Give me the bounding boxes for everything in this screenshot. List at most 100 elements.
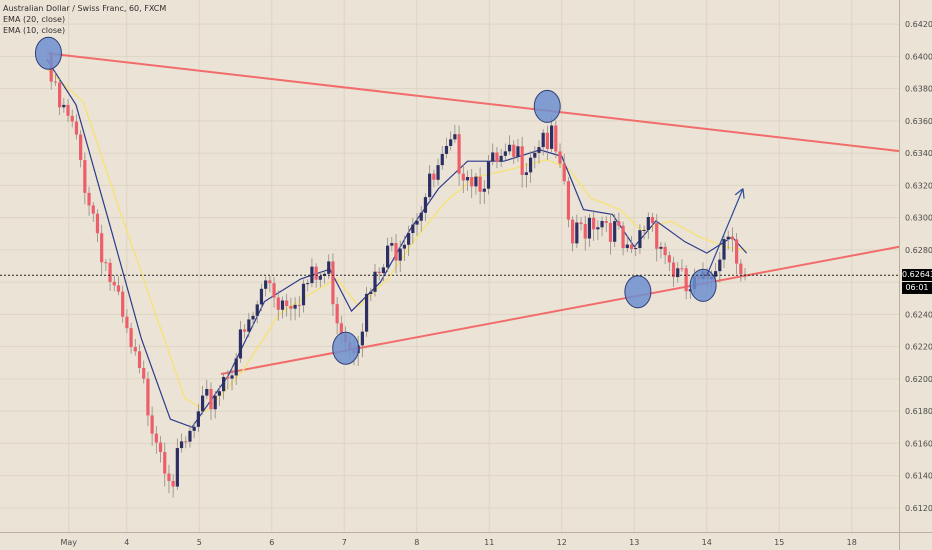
candle-down — [655, 214, 659, 262]
candle-body — [390, 243, 394, 246]
candle-body — [419, 212, 423, 221]
candle-body — [297, 304, 301, 306]
candle-down — [167, 464, 171, 494]
candle-body — [196, 411, 200, 427]
candle-body — [394, 243, 398, 261]
candle-body — [583, 224, 587, 239]
candle-body — [285, 300, 289, 307]
candle-body — [360, 331, 364, 346]
time-axis[interactable] — [0, 532, 932, 550]
candle-up — [264, 276, 268, 297]
candle-up — [196, 404, 200, 433]
candle-down — [735, 233, 739, 275]
symbol-legend[interactable]: Australian Dollar / Swiss Franc, 60, FXC… — [3, 4, 167, 13]
candle-body — [680, 268, 684, 270]
candle-body — [251, 315, 255, 320]
candle-down — [91, 201, 95, 222]
candle-down — [276, 290, 280, 321]
candle-up — [62, 98, 66, 113]
candle-body — [562, 163, 566, 182]
candle-down — [457, 125, 461, 186]
candle-up — [301, 279, 306, 313]
candle-body — [428, 173, 432, 198]
circle-marker — [34, 36, 62, 70]
candle-body — [188, 430, 192, 442]
candle-up — [634, 243, 638, 257]
price-axis[interactable] — [900, 0, 932, 532]
candle-body — [167, 473, 171, 481]
time-tick-label: 15 — [774, 538, 784, 547]
time-tick-label: 13 — [629, 538, 639, 547]
candle-body — [243, 329, 247, 332]
candle-down — [571, 216, 575, 252]
candle-body — [453, 134, 457, 140]
candle-body — [726, 236, 730, 240]
candle-body — [503, 151, 507, 156]
candle-body — [222, 376, 226, 392]
candle-down — [70, 109, 74, 128]
candle-body — [121, 291, 125, 317]
candle-down — [125, 309, 129, 334]
candle-up — [613, 214, 617, 248]
candle-up — [528, 151, 533, 183]
time-tick-label: 11 — [484, 538, 494, 547]
projection-arrow-head — [742, 188, 745, 199]
candle-body — [179, 441, 184, 449]
candle-body — [205, 388, 209, 396]
candle-down — [289, 297, 293, 321]
candle-body — [411, 224, 415, 234]
candle-down — [684, 264, 688, 300]
candle-down — [432, 169, 436, 188]
countdown-label: 06:01 — [902, 282, 932, 295]
candle-body — [402, 244, 407, 249]
circle-marker — [533, 89, 561, 123]
candle-body — [377, 271, 381, 274]
candle-body — [436, 165, 440, 180]
candle-body — [474, 176, 478, 187]
candle-up — [491, 143, 495, 166]
candle-down — [566, 177, 571, 228]
candle-body — [272, 283, 276, 298]
candle-up — [676, 261, 680, 283]
ema20-legend[interactable]: EMA (20, close) — [3, 15, 66, 24]
candle-up — [415, 213, 419, 236]
candle-body — [74, 121, 79, 135]
candle-up — [507, 135, 512, 155]
candle-body — [184, 441, 188, 443]
candle-body — [175, 448, 179, 487]
candle-down — [650, 212, 655, 232]
candle-body — [592, 217, 596, 230]
candle-up — [600, 216, 604, 237]
candle-body — [87, 192, 91, 206]
candle-body — [407, 233, 411, 245]
candle-body — [264, 280, 268, 289]
candle-up — [587, 214, 592, 247]
candle-down — [158, 436, 163, 463]
candle-up — [369, 287, 373, 302]
time-tick-label: 14 — [702, 538, 712, 547]
candle-up — [453, 125, 457, 143]
candle-down — [604, 216, 608, 233]
projection-arrow-head — [734, 188, 744, 196]
candle-down — [133, 338, 137, 356]
candle-up — [310, 258, 314, 288]
candle-body — [655, 223, 659, 249]
candle-up — [638, 224, 642, 254]
candle-down — [58, 78, 62, 116]
ema10-legend[interactable]: EMA (10, close) — [3, 26, 66, 35]
candle-down — [579, 217, 583, 231]
candle-body — [293, 304, 297, 309]
candle-up — [373, 263, 377, 297]
candle-up — [238, 321, 243, 363]
candle-body — [423, 197, 428, 213]
candle-down — [331, 253, 335, 316]
candle-body — [100, 233, 104, 263]
candle-down — [116, 276, 121, 296]
candle-up — [407, 225, 411, 256]
candle-body — [158, 442, 163, 453]
candle-body — [638, 230, 642, 249]
